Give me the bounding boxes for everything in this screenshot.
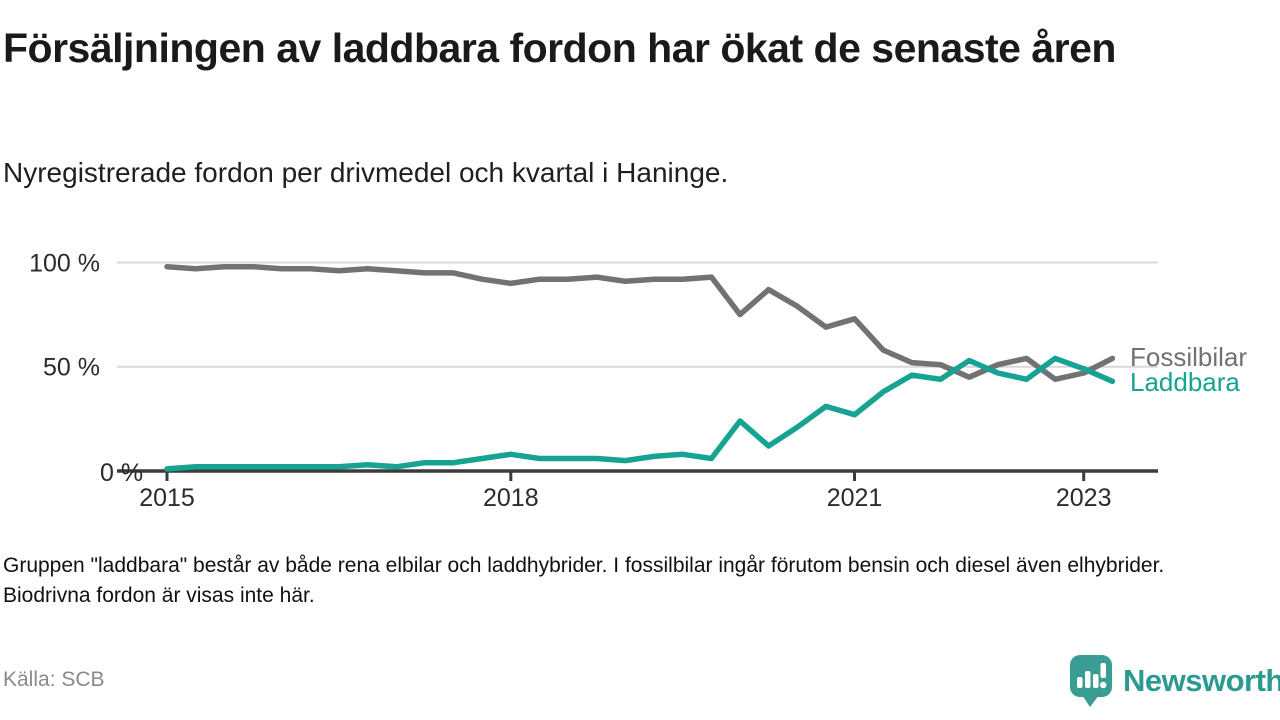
newsworthy-icon	[1070, 655, 1112, 707]
legend-laddbara: Laddbara	[1130, 367, 1240, 397]
legend-fossilbilar: Fossilbilar	[1130, 342, 1247, 372]
x-tick-label-2015: 2015	[139, 484, 195, 512]
logo-text: Newsworthy	[1123, 663, 1280, 698]
y-tick-label-0: 0 %	[100, 459, 143, 487]
footnote: Gruppen "laddbara" består av både rena e…	[3, 554, 1165, 607]
x-tick-label-2021: 2021	[827, 484, 883, 512]
x-tick-label-2023: 2023	[1056, 484, 1112, 512]
newsworthy-logo: Newsworthy	[1068, 654, 1280, 708]
y-tick-label-50: 50 %	[43, 354, 100, 382]
y-tick-label-100: 100 %	[29, 250, 100, 278]
chart-title: Försäljningen av laddbara fordon har öka…	[3, 25, 1116, 71]
source-label: Källa: SCB	[3, 668, 105, 691]
laddbara-line	[164, 355, 1116, 472]
chart-subtitle: Nyregistrerade fordon per drivmedel och …	[3, 157, 729, 188]
x-tick-label-2018: 2018	[483, 484, 539, 512]
